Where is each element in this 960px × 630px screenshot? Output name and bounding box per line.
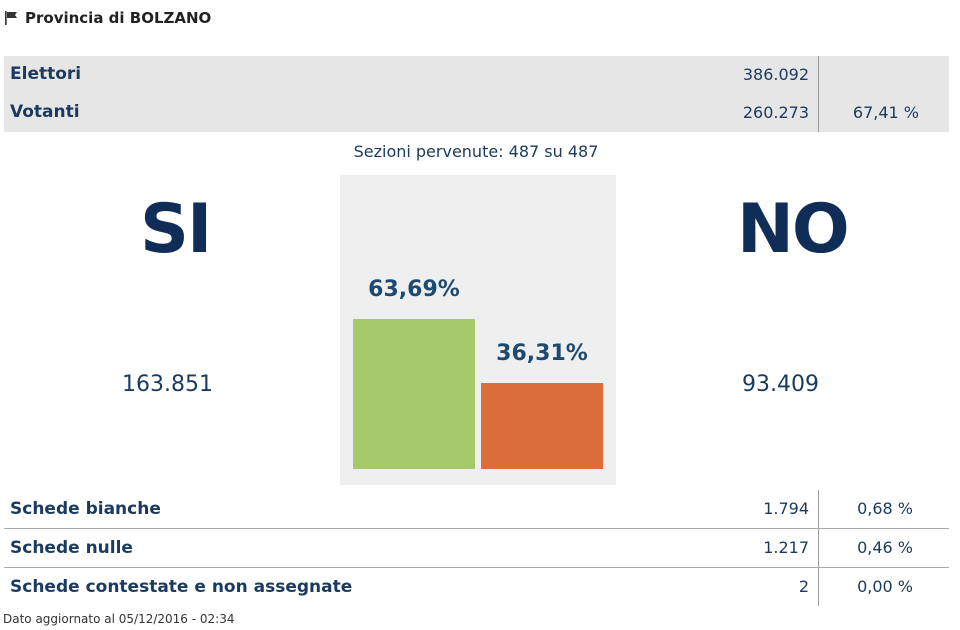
column-divider xyxy=(818,56,819,132)
si-vote-count: 163.851 xyxy=(122,372,213,397)
contestate-label: Schede contestate e non assegnate xyxy=(10,577,353,597)
votanti-percentage: 67,41 % xyxy=(852,103,919,122)
province-header: Provincia di BOLZANO xyxy=(4,9,211,27)
bianche-percentage: 0,68 % xyxy=(857,499,913,518)
votanti-value: 260.273 xyxy=(742,103,809,122)
bianche-label: Schede bianche xyxy=(10,499,161,519)
elettori-label: Elettori xyxy=(10,64,82,84)
bianche-value: 1.794 xyxy=(763,499,809,518)
no-vote-count: 93.409 xyxy=(742,372,819,397)
voters-row-elettori: Elettori 386.092 xyxy=(4,56,949,94)
nulle-value: 1.217 xyxy=(763,538,809,557)
elettori-value: 386.092 xyxy=(742,65,809,84)
bar-label-si: 63,69% xyxy=(368,277,460,302)
nulle-percentage: 0,46 % xyxy=(857,538,913,557)
column-divider xyxy=(818,568,819,606)
nulle-label: Schede nulle xyxy=(10,538,133,558)
voters-row-votanti: Votanti 260.273 67,41 % xyxy=(4,94,949,132)
bar-no xyxy=(481,383,603,469)
province-title: Provincia di BOLZANO xyxy=(25,9,212,27)
votanti-label: Votanti xyxy=(10,102,80,122)
results-bar-chart: 63,69% 36,31% xyxy=(340,175,616,485)
column-divider xyxy=(818,490,819,528)
si-label: SI xyxy=(140,190,212,269)
last-updated: Dato aggiornato al 05/12/2016 - 02:34 xyxy=(3,612,235,626)
stats-row-nulle: Schede nulle 1.217 0,46 % xyxy=(4,529,949,568)
voters-summary: Elettori 386.092 Votanti 260.273 67,41 % xyxy=(4,56,949,132)
ballot-stats: Schede bianche 1.794 0,68 % Schede nulle… xyxy=(4,490,949,606)
stats-row-bianche: Schede bianche 1.794 0,68 % xyxy=(4,490,949,529)
sezioni-pervenute: Sezioni pervenute: 487 su 487 xyxy=(353,142,599,161)
flag-icon xyxy=(4,10,20,26)
bar-label-no: 36,31% xyxy=(496,341,588,366)
stats-row-contestate: Schede contestate e non assegnate 2 0,00… xyxy=(4,568,949,606)
no-label: NO xyxy=(737,190,850,269)
contestate-value: 2 xyxy=(798,577,809,596)
contestate-percentage: 0,00 % xyxy=(857,577,913,596)
bar-si xyxy=(353,319,475,469)
column-divider xyxy=(818,529,819,567)
